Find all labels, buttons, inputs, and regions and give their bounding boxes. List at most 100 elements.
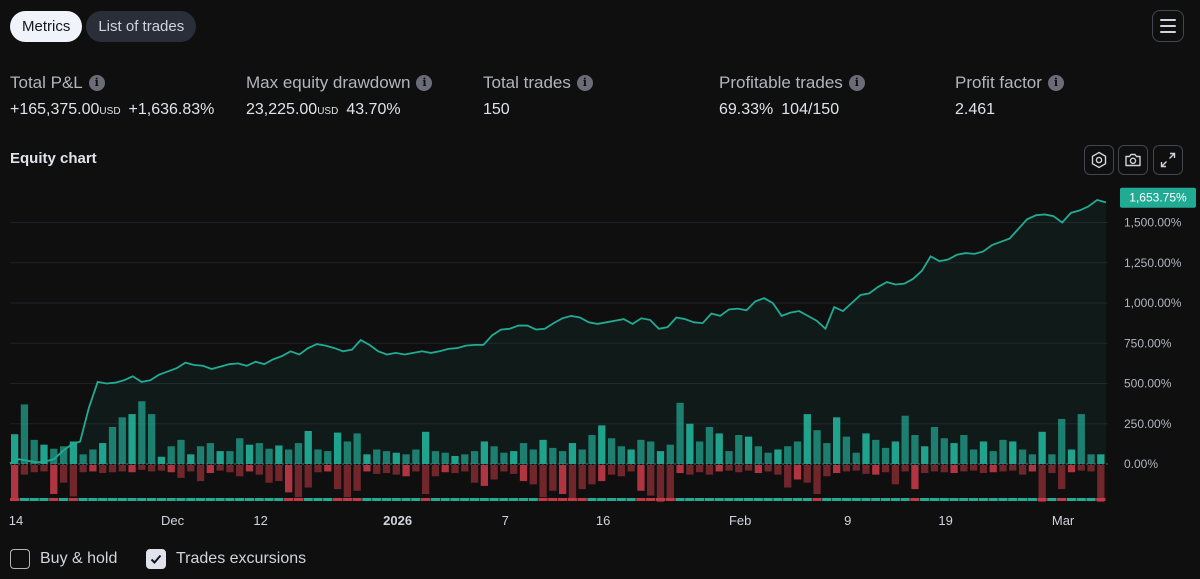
metric-label: Profit factor (955, 73, 1042, 92)
drawdown-bar (236, 465, 244, 477)
metric-label: Total trades (483, 73, 571, 92)
drawdown-bar (490, 465, 498, 480)
menu-button[interactable] (1152, 10, 1184, 42)
trade-segment (68, 498, 78, 501)
trade-segment (704, 498, 714, 501)
trade-segment (626, 498, 636, 501)
drawdown-bar (666, 465, 674, 499)
drawdown-bar (1038, 465, 1046, 503)
drawdown-bar (637, 465, 645, 491)
runup-bar (1058, 418, 1066, 464)
screenshot-button[interactable] (1118, 145, 1148, 175)
runup-bar (285, 449, 293, 464)
trade-segment (352, 498, 362, 501)
trade-segment (293, 498, 303, 501)
runup-bar (744, 436, 753, 464)
drawdown-bar (196, 465, 205, 482)
runup-bar (304, 430, 312, 464)
trade-segment (421, 498, 431, 501)
runup-bar (412, 449, 420, 464)
runup-bar (480, 441, 488, 464)
trade-segment (401, 498, 411, 501)
runup-bar (422, 431, 430, 464)
drawdown-bar (647, 465, 655, 496)
runup-bar (177, 439, 185, 464)
runup-bar (294, 443, 303, 464)
drawdown-bar (833, 465, 841, 474)
drawdown-bar (470, 465, 479, 483)
x-tick-label: 7 (502, 513, 509, 528)
trade-segment (792, 498, 803, 501)
drawdown-bar (412, 465, 420, 472)
trade-segment (910, 498, 920, 501)
runup-bar (40, 444, 48, 464)
last-value-label: 1,653.75% (1129, 191, 1187, 205)
trades-excursions-checkbox[interactable] (146, 549, 166, 569)
trade-segment (78, 498, 88, 501)
trade-segment (235, 498, 245, 501)
trade-segment (58, 498, 69, 501)
runup-bar (960, 435, 968, 464)
drawdown-bar (353, 465, 361, 491)
drawdown-bar (921, 465, 929, 474)
drawdown-bar (784, 465, 792, 488)
drawdown-bar (911, 465, 919, 490)
runup-bar (255, 443, 263, 464)
runup-bar (187, 454, 195, 464)
info-icon[interactable]: i (416, 75, 433, 91)
trade-segment (929, 498, 940, 501)
info-icon[interactable]: i (88, 75, 105, 91)
equity-chart-svg[interactable]: 1,500.00% 1,250.00% 1,000.00% 750.00% 500.00… (0, 180, 1200, 530)
fullscreen-button[interactable] (1153, 145, 1183, 175)
drawdown-bar (1009, 465, 1017, 471)
metric-value: +165,375.00 (10, 101, 100, 118)
runup-bar (833, 417, 841, 464)
metric-profitable-trades: Profitable trades i 69.33% 104/150 (719, 72, 865, 119)
trade-segment (411, 498, 421, 501)
info-icon[interactable]: i (848, 75, 865, 91)
drawdown-bar (167, 465, 175, 473)
trade-segment (724, 498, 734, 501)
trade-segment (998, 498, 1008, 501)
info-icon[interactable]: i (1047, 75, 1064, 91)
x-tick-label: Dec (161, 513, 185, 528)
drawdown-bar (881, 465, 890, 473)
metric-ratio: 104/150 (781, 101, 840, 118)
chart-settings-button[interactable] (1084, 145, 1114, 175)
trade-segment (1037, 498, 1047, 501)
trade-segment (137, 498, 147, 501)
trade-segment (665, 498, 675, 501)
runup-bar (696, 441, 704, 464)
trade-segment (1066, 498, 1077, 501)
trades-excursions-toggle[interactable]: Trades excursions (146, 549, 306, 569)
runup-bar (89, 449, 97, 464)
buy-hold-toggle[interactable]: Buy & hold (10, 549, 117, 569)
info-icon[interactable]: i (576, 75, 593, 91)
drawdown-bar (314, 465, 322, 473)
tab-metrics[interactable]: Metrics (10, 11, 83, 42)
buy-hold-checkbox[interactable] (10, 549, 30, 569)
trade-segment (734, 498, 744, 501)
drawdown-bar (1087, 465, 1095, 472)
drawdown-bar (148, 465, 156, 472)
runup-bar (79, 454, 87, 464)
drawdown-bar (59, 465, 68, 483)
runup-bar (236, 438, 244, 464)
tab-list-of-trades[interactable]: List of trades (86, 11, 197, 42)
drawdown-bar (823, 465, 831, 477)
trade-segment (577, 498, 587, 501)
runup-bar (852, 452, 860, 464)
trade-segment (342, 498, 352, 501)
drawdown-bar (304, 465, 312, 488)
trade-segment (558, 498, 568, 501)
trade-segment (1027, 498, 1037, 501)
trade-segment (851, 498, 861, 501)
drawdown-bar (441, 465, 449, 473)
trade-segment (675, 498, 685, 501)
camera-icon (1125, 153, 1141, 167)
trade-segment (1096, 498, 1106, 501)
trade-segment (1047, 498, 1057, 501)
equity-chart-title: Equity chart (10, 150, 97, 167)
trade-segment (548, 498, 558, 501)
runup-bar (157, 456, 166, 464)
